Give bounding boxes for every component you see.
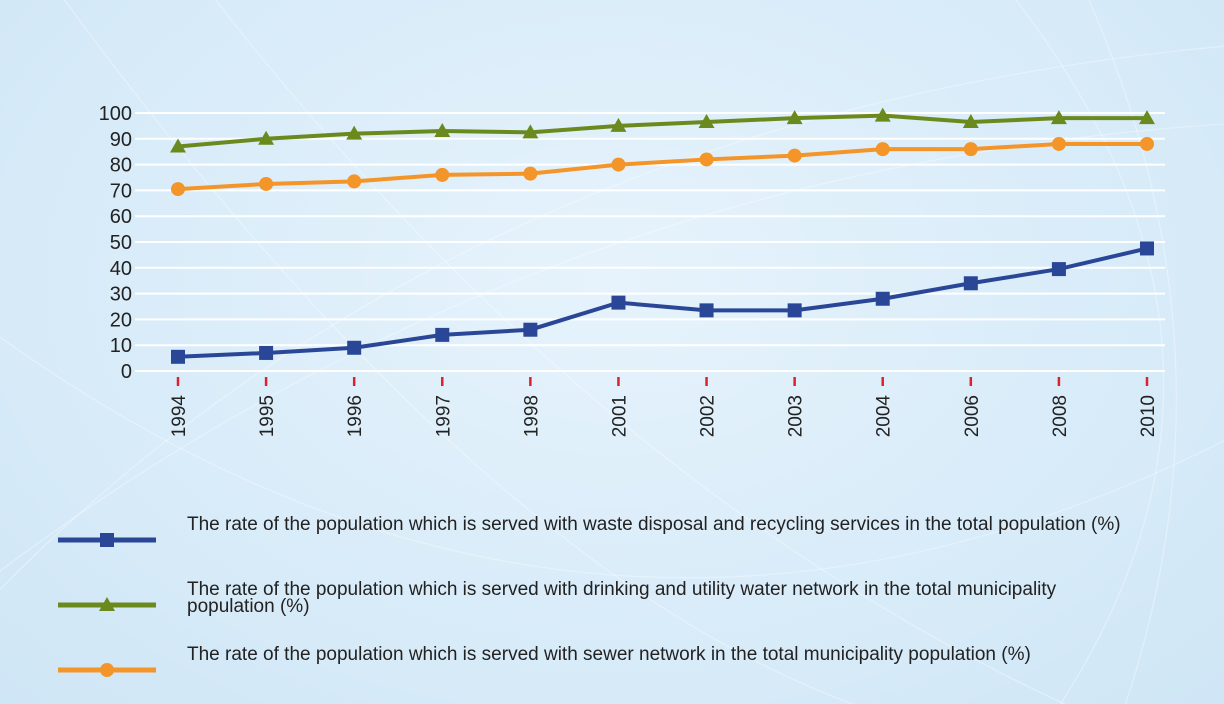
point-marker — [259, 176, 274, 191]
point-marker — [1140, 241, 1154, 256]
x-tick-label: 2006 — [962, 395, 983, 437]
y-tick-label: 70 — [110, 180, 132, 202]
point-marker — [963, 276, 978, 291]
y-tick-label: 60 — [110, 206, 132, 228]
point-marker — [875, 291, 890, 306]
point-marker — [962, 114, 979, 129]
point-marker — [1140, 136, 1154, 151]
point-marker — [787, 303, 802, 318]
point-marker — [435, 167, 450, 182]
point-marker — [523, 166, 538, 181]
x-tick-label: 1998 — [521, 395, 542, 437]
point-marker — [610, 117, 627, 132]
legend-label: The rate of the population which is serv… — [187, 579, 1057, 617]
x-tick-label: 2001 — [609, 395, 630, 437]
point-marker — [435, 327, 450, 342]
point-marker — [786, 110, 803, 125]
point-marker — [611, 295, 626, 310]
point-marker — [1050, 110, 1067, 125]
legend-item — [58, 533, 156, 547]
legend-item — [58, 597, 156, 611]
point-marker — [1051, 136, 1066, 151]
y-tick-label: 100 — [99, 103, 132, 125]
point-marker — [434, 123, 451, 138]
y-tick-label: 80 — [110, 155, 132, 177]
x-tick-label: 2003 — [786, 395, 807, 437]
point-marker — [874, 107, 891, 122]
series-line — [177, 113, 1147, 149]
point-marker — [963, 142, 978, 157]
x-tick-label: 2008 — [1050, 395, 1071, 437]
y-tick-label: 90 — [110, 129, 132, 151]
point-marker — [699, 152, 714, 167]
legend-label: The rate of the population which is serv… — [187, 644, 1031, 665]
x-tick-label: 2002 — [698, 395, 719, 437]
point-marker — [170, 138, 186, 153]
point-marker — [100, 663, 114, 677]
point-marker — [1051, 262, 1066, 277]
point-marker — [787, 148, 802, 163]
y-tick-label: 40 — [110, 258, 132, 280]
point-marker — [258, 130, 275, 145]
point-marker — [611, 157, 626, 172]
point-marker — [875, 142, 890, 157]
y-tick-label: 30 — [110, 284, 132, 306]
x-tick-label: 2010 — [1138, 395, 1159, 437]
point-marker — [99, 597, 115, 611]
point-marker — [346, 125, 363, 140]
point-marker — [523, 322, 538, 337]
x-tick-label: 1997 — [433, 395, 454, 437]
x-tick-label: 1994 — [169, 395, 190, 438]
x-tick-label: 2004 — [874, 395, 895, 438]
x-tick-label: 1995 — [257, 395, 278, 437]
point-marker — [1139, 110, 1155, 125]
point-marker — [100, 533, 114, 547]
series-line — [177, 246, 1148, 359]
point-marker — [347, 340, 362, 355]
legend-item — [58, 663, 156, 677]
y-tick-label: 20 — [110, 309, 132, 331]
point-marker — [171, 182, 185, 197]
legend-label: The rate of the population which is serv… — [187, 514, 1121, 535]
point-marker — [698, 114, 715, 129]
point-marker — [259, 345, 274, 360]
y-tick-label: 10 — [110, 335, 132, 357]
point-marker — [522, 124, 539, 139]
series-line — [177, 141, 1147, 192]
point-marker — [347, 174, 362, 189]
y-tick-label: 50 — [110, 232, 132, 254]
point-marker — [699, 303, 714, 318]
x-tick-label: 1996 — [345, 395, 366, 437]
point-marker — [171, 349, 185, 364]
y-tick-label: 0 — [121, 361, 132, 383]
